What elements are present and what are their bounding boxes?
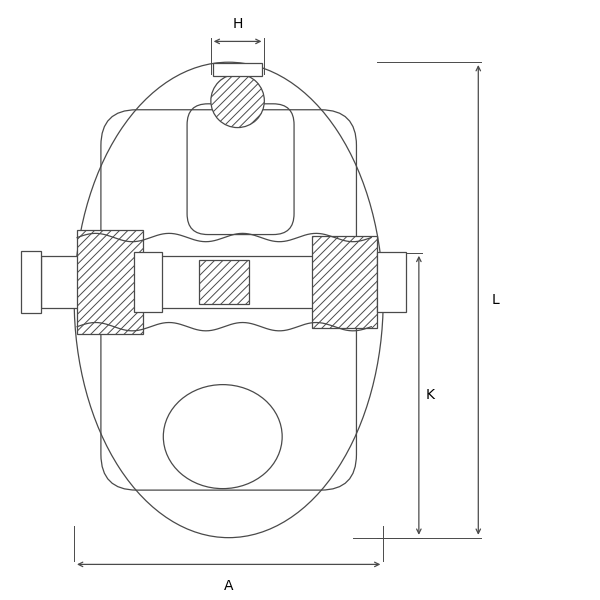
Text: A: A [224,579,233,593]
Text: K: K [426,388,435,403]
Bar [134,253,162,312]
Bar [199,260,250,304]
Bar [312,236,377,328]
Bar [41,256,371,308]
Circle shape [211,74,265,128]
Text: H: H [232,17,243,31]
Bar [213,64,262,76]
Bar [77,230,143,334]
Text: L: L [491,293,499,307]
Bar [377,253,406,312]
Bar [20,251,41,313]
